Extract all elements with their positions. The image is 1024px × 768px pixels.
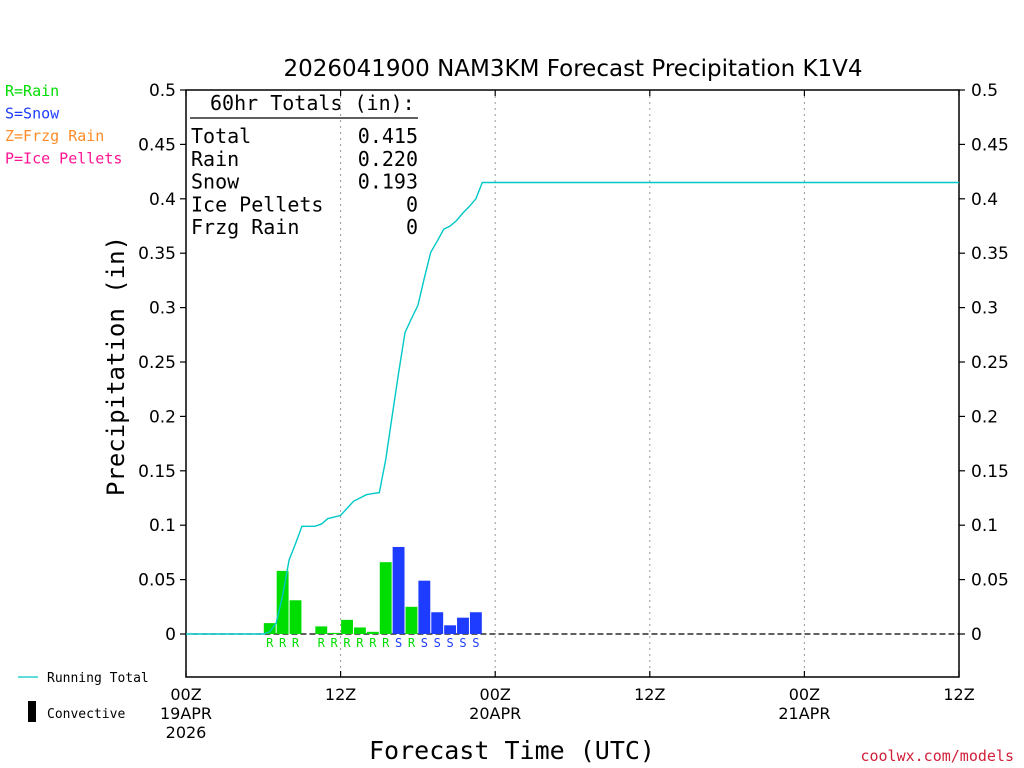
x-tick-label: 00Z — [170, 685, 201, 704]
type-legend-entry: P=Ice Pellets — [5, 150, 122, 168]
precip-bar — [276, 570, 289, 634]
precip-type-letter: S — [459, 636, 466, 650]
precip-bar — [444, 625, 457, 634]
precip-type-letter: R — [382, 636, 390, 650]
totals-box: 60hr Totals (in): Total 0.415 Rain 0.220 Sno… — [190, 91, 418, 239]
y-tick-label-left: 0 — [165, 625, 176, 645]
precip-type-letter: R — [331, 636, 339, 650]
precip-type-letter: R — [279, 636, 287, 650]
precip-type-letter: R — [292, 636, 300, 650]
precip-bar — [289, 600, 302, 634]
convective-legend-label: Convective — [47, 707, 125, 722]
precip-type-letter: S — [472, 636, 479, 650]
y-axis-label: Precipitation (in) — [102, 236, 130, 496]
y-tick-label-left: 0.4 — [149, 190, 176, 210]
y-tick-label-left: 0.1 — [149, 516, 176, 536]
x-tick-year: 2026 — [166, 723, 207, 742]
site-credit: coolwx.com/models — [860, 747, 1014, 765]
totals-header: 60hr Totals (in): — [210, 91, 415, 115]
y-tick-label-left: 0.2 — [149, 407, 176, 427]
y-tick-label-left: 0.5 — [149, 81, 176, 101]
precip-bar — [431, 612, 444, 634]
chart-title: 2026041900 NAM3KM Forecast Precipitation… — [283, 56, 862, 82]
y-tick-label-right: 0.25 — [971, 353, 1009, 373]
line-legend: Running Total Convective — [18, 671, 149, 722]
precip-type-letter: R — [408, 636, 416, 650]
precip-bar — [405, 606, 418, 634]
running-total-legend-label: Running Total — [47, 671, 149, 686]
precip-bar — [457, 617, 469, 634]
precip-bar — [379, 562, 392, 634]
plot-frame — [185, 89, 960, 678]
y-tick-label-left: 0.15 — [138, 462, 176, 482]
y-tick-label-right: 0.45 — [971, 135, 1009, 155]
x-tick-label: 12Z — [943, 685, 974, 704]
precip-type-letter: S — [446, 636, 453, 650]
totals-rows: Total 0.415 Rain 0.220 Snow 0.193 Ice Pellets 0… — [191, 124, 418, 239]
precip-bar — [418, 580, 431, 634]
precip-type-letter: R — [318, 636, 326, 650]
precip-bar — [263, 623, 276, 634]
y-tick-label-right: 0.1 — [971, 516, 998, 536]
precip-type-letter: R — [343, 636, 351, 650]
x-tick-date: 21APR — [778, 704, 830, 723]
precip-bar — [353, 627, 366, 634]
precip-bars — [263, 546, 482, 634]
precip-type-letter: S — [421, 636, 428, 650]
precip-type-letter: S — [395, 636, 402, 650]
x-tick-label: 12Z — [325, 685, 356, 704]
precip-bar — [328, 632, 341, 634]
precip-bar — [469, 612, 482, 634]
y-tick-label-left: 0.35 — [138, 244, 176, 264]
x-tick-label: 12Z — [634, 685, 665, 704]
y-tick-label-right: 0.05 — [971, 571, 1009, 591]
totals-row-label: Snow — [191, 170, 240, 194]
y-tick-label-right: 0.35 — [971, 244, 1009, 264]
totals-row-label: Total — [191, 124, 251, 148]
totals-row-label: Ice Pellets — [191, 192, 323, 216]
type-legend-entry: R=Rain — [5, 82, 59, 100]
y-tick-label-left: 0.3 — [149, 299, 176, 319]
totals-row-value: 0.193 — [358, 170, 418, 194]
type-legend-entry: Z=Frzg Rain — [5, 127, 104, 145]
precip-bar — [341, 619, 353, 634]
y-tick-label-right: 0.4 — [971, 190, 998, 210]
x-tick-date: 20APR — [469, 704, 521, 723]
y-tick-label-left: 0.25 — [138, 353, 176, 373]
gridlines — [340, 90, 805, 677]
y-tick-label-right: 0.15 — [971, 462, 1009, 482]
convective-legend-swatch — [28, 701, 36, 722]
y-tick-label-right: 0.5 — [971, 81, 998, 101]
y-axis-ticks: 0.5 0.5 0.45 0.45 0.4 0.4 0.35 0.35 0.3 0.3 0.25 0.… — [138, 81, 1009, 645]
x-tick-date: 19APR — [160, 704, 212, 723]
precip-type-letter: R — [356, 636, 364, 650]
y-tick-label-left: 0.05 — [138, 571, 176, 591]
precip-type-letter: R — [369, 636, 377, 650]
running-total-line — [186, 181, 959, 635]
running-total-group — [186, 181, 959, 635]
x-tick-label: 00Z — [480, 685, 511, 704]
totals-row-value: 0.415 — [358, 124, 418, 148]
type-legend-entry: S=Snow — [5, 105, 60, 123]
totals-row-value: 0 — [406, 215, 418, 239]
y-tick-label-right: 0 — [971, 625, 982, 645]
precip-bar — [366, 631, 379, 634]
totals-row-label: Rain — [191, 147, 239, 171]
type-legend: R=Rain S=Snow Z=Frzg Rain P=Ice Pellets — [5, 82, 122, 168]
x-tick-label: 00Z — [789, 685, 820, 704]
precip-bar — [392, 546, 405, 634]
precip-type-letter: S — [434, 636, 441, 650]
totals-row-label: Frzg Rain — [191, 215, 299, 239]
totals-row-value: 0 — [406, 192, 418, 216]
precip-type-letter: R — [266, 636, 274, 650]
y-tick-label-right: 0.3 — [971, 299, 998, 319]
x-axis-label: Forecast Time (UTC) — [369, 736, 655, 765]
totals-row-value: 0.220 — [358, 147, 418, 171]
y-tick-label-right: 0.2 — [971, 407, 998, 427]
precip-bar — [315, 626, 328, 634]
y-tick-label-left: 0.45 — [138, 135, 176, 155]
